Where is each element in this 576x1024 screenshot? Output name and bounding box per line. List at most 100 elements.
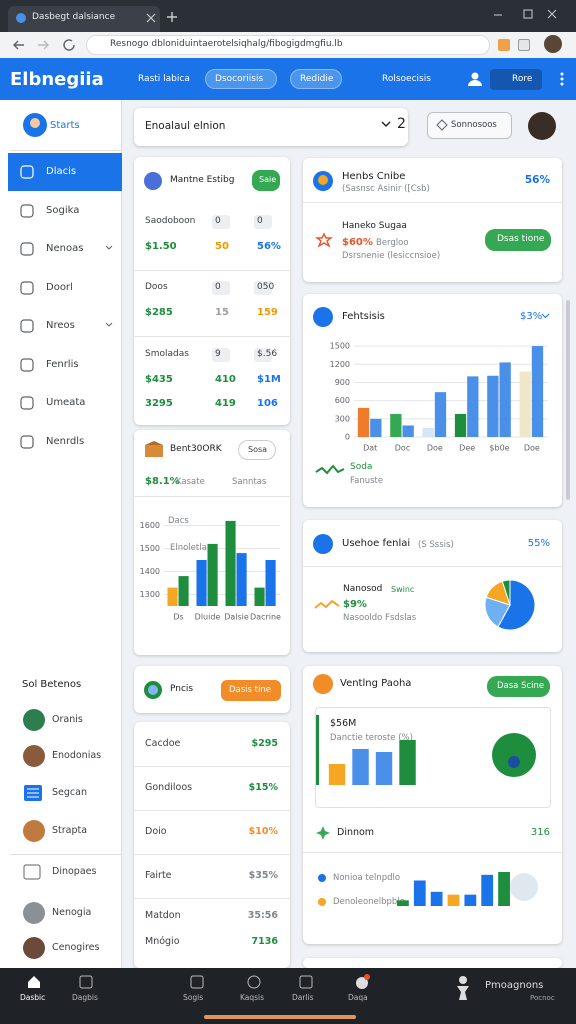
summary-card (303, 158, 562, 282)
window-controls (494, 9, 557, 19)
person-avatar (23, 820, 45, 842)
trend-icon (315, 464, 345, 475)
sidebar-item[interactable]: Nreos (46, 320, 75, 331)
card-icon (313, 307, 333, 327)
sidebar-item[interactable]: Nenrdls (46, 435, 85, 447)
table-label: Doio (145, 826, 167, 837)
promo-button-label[interactable]: Dasis tine (229, 685, 271, 695)
table-divider (134, 810, 290, 811)
app-header (0, 58, 576, 100)
person-name[interactable]: Dinopaes (52, 866, 97, 877)
card-title: Ventlng Paoha (340, 678, 412, 689)
list-icon (24, 785, 42, 801)
sidebar-item-active[interactable] (8, 153, 122, 191)
toolbar-button[interactable] (427, 112, 512, 139)
chart-label: Elnoletla (170, 543, 207, 553)
sidebar-icon (20, 280, 34, 295)
nav-label[interactable]: Kaqsis (240, 993, 265, 1002)
stat-cell: 0 (257, 216, 263, 226)
promo-button[interactable] (221, 680, 281, 701)
button-icon (436, 119, 448, 131)
account-name[interactable]: Pmoagnons (485, 980, 544, 991)
sidebar-item[interactable]: Sogika (46, 204, 80, 216)
sidebar-icon (20, 357, 34, 372)
sidebar (0, 100, 122, 968)
nav-item[interactable]: Rolsoecisis (382, 74, 431, 84)
legend-dot (318, 874, 326, 882)
legend-label: Denoleonelbpblo (333, 897, 405, 907)
user-name[interactable]: Starts (50, 120, 80, 131)
url-text[interactable]: Resnogo dbloniduintaerotelsiqhalg/fibogi… (110, 39, 343, 49)
chevron-icon (105, 322, 113, 327)
partial-card (303, 958, 562, 968)
card-button-label[interactable]: Dsas tione (497, 234, 545, 244)
chart-label: Dacs (168, 516, 189, 526)
account-avatar (528, 112, 556, 140)
nav-item[interactable]: Dsocoriisis (215, 74, 264, 84)
card-title: Bent30ORK (170, 444, 222, 454)
nav-pill[interactable] (205, 69, 277, 89)
close-window-icon (547, 9, 557, 19)
item-value: $9% (343, 599, 367, 610)
stat-cell: Doos (145, 282, 168, 292)
header-button-label[interactable]: Rore (512, 74, 533, 84)
sidebar-item[interactable]: Dlacis (46, 166, 77, 177)
nav-icon (28, 976, 40, 988)
badge[interactable] (252, 170, 280, 191)
user-icon (468, 72, 482, 86)
nav-label[interactable]: Sogis (183, 993, 204, 1002)
nav-icon (356, 974, 370, 989)
card-button-label[interactable]: Dasa Scine (497, 681, 545, 691)
sidebar-item[interactable]: Umeata (46, 397, 86, 408)
stat-cell: Saodoboon (145, 216, 196, 226)
table-value: $15% (248, 782, 278, 793)
person-name[interactable]: Nenogia (52, 907, 92, 918)
stat-cell: $285 (145, 307, 173, 318)
nav-label[interactable]: Darlis (292, 993, 314, 1002)
nav-pill[interactable] (290, 69, 342, 89)
card-button[interactable] (485, 229, 551, 251)
nav-label[interactable]: Dagbis (72, 993, 98, 1002)
person-name[interactable]: Enodonias (52, 750, 102, 761)
table-divider (134, 766, 290, 767)
stat-cell: $1M (257, 374, 281, 385)
sidebar-item[interactable]: Doorl (46, 281, 73, 293)
search-box[interactable] (134, 108, 408, 146)
nav-icon (364, 974, 370, 980)
table-label: Matdon (145, 910, 181, 921)
card-icon (148, 685, 158, 695)
chevron-icon (105, 245, 113, 250)
search-text[interactable]: Enoalaul elnion (145, 120, 226, 132)
sidebar-item[interactable]: Fenrlis (46, 358, 79, 370)
table-value: $295 (251, 738, 278, 749)
card-button[interactable] (238, 440, 276, 460)
nav-icon (299, 975, 313, 989)
bar (434, 392, 447, 437)
list-bar-chart (397, 872, 510, 906)
pie-slice (501, 579, 511, 606)
stat-cell: 15 (215, 307, 229, 318)
nav-item[interactable]: Redidie (300, 74, 334, 84)
x-tick-label: Dalsie (224, 613, 249, 622)
logo[interactable]: Elbnegiia (10, 69, 104, 90)
trend-card (134, 430, 290, 655)
person-name[interactable]: Oranis (52, 714, 83, 725)
sidebar-item[interactable]: Nenoas (46, 243, 84, 254)
bar (352, 749, 369, 785)
nav-item[interactable]: Rasti labica (138, 74, 190, 84)
chevron-icon (105, 245, 113, 250)
nav-label[interactable]: Daqa (348, 993, 368, 1002)
stat-cell: $.56 (257, 349, 278, 359)
header-button[interactable] (490, 69, 542, 90)
person-name[interactable]: Strapta (52, 825, 88, 836)
card-button[interactable] (487, 676, 550, 697)
person-name[interactable]: Segcan (52, 787, 87, 798)
person-name[interactable]: Cenogires (52, 942, 100, 953)
person-avatar (23, 709, 45, 731)
nav-label[interactable]: Dasbic (20, 993, 46, 1002)
badge-label[interactable]: Saie (259, 175, 277, 184)
item-title: Haneko Sugaa (342, 221, 407, 231)
card-button-label[interactable]: Sosa (248, 445, 268, 454)
toolbar-button-label[interactable]: Sonnosoos (451, 120, 497, 130)
cell-chip (254, 281, 272, 295)
